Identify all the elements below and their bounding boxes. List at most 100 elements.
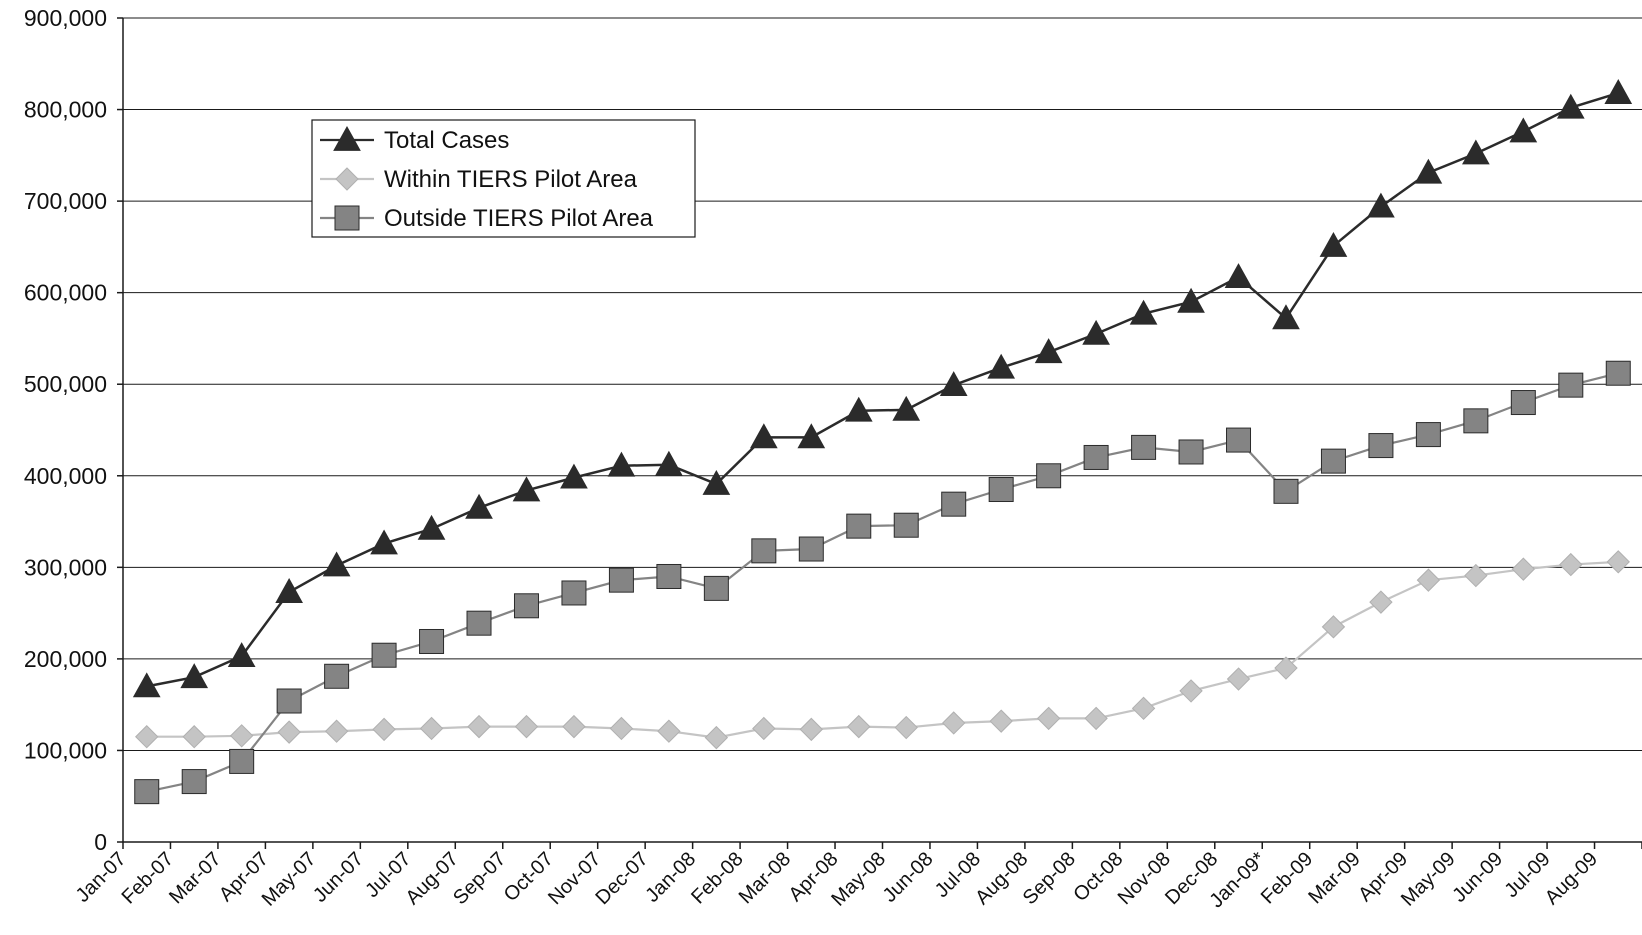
data-point [370, 529, 398, 555]
data-point [655, 450, 683, 476]
data-point [1274, 656, 1298, 680]
x-tick-label: Mar-08 [735, 848, 795, 908]
data-point [892, 395, 921, 421]
data-point [1083, 444, 1109, 470]
data-point [419, 628, 445, 654]
data-point [1605, 360, 1631, 386]
data-point [752, 716, 776, 741]
data-point [657, 719, 681, 743]
data-point [134, 779, 160, 805]
data-point [322, 551, 351, 577]
data-point [1558, 372, 1584, 398]
x-tick-label: Jun-08 [879, 848, 938, 907]
x-tick-label: Feb-07 [118, 848, 178, 908]
legend-swatch-marker [335, 167, 359, 191]
data-point [1084, 706, 1108, 731]
x-tick-label: Jun-09 [1448, 848, 1507, 907]
legend-label: Outside TIERS Pilot Area [384, 205, 654, 232]
x-tick-label: Jun-07 [309, 848, 368, 907]
legend-label: Total Cases [384, 127, 509, 154]
data-point [324, 663, 350, 689]
data-point [324, 719, 349, 743]
data-point [1272, 304, 1300, 330]
data-point [1320, 448, 1346, 474]
data-point [1367, 192, 1395, 218]
data-point [608, 567, 634, 593]
data-point [1556, 93, 1585, 119]
data-point [1178, 439, 1204, 465]
y-tick-label: 500,000 [24, 371, 107, 397]
y-tick-label: 100,000 [24, 737, 107, 763]
y-tick-label: 400,000 [24, 463, 107, 489]
data-point [132, 672, 161, 698]
data-point [847, 714, 871, 739]
data-point [1464, 563, 1488, 588]
data-point [417, 514, 446, 540]
data-point [1131, 696, 1156, 721]
data-point [1510, 390, 1536, 416]
data-point [229, 724, 254, 748]
x-tick-label: Aug-08 [971, 848, 1032, 909]
series-outside-tiers-pilot-area [134, 360, 1631, 805]
data-point [135, 725, 159, 749]
data-point [372, 717, 396, 742]
x-tick-label: Aug-09 [1541, 848, 1602, 909]
data-point [1226, 427, 1252, 453]
data-point [1177, 287, 1205, 313]
data-point [371, 642, 397, 668]
data-point [751, 538, 777, 564]
data-point [275, 578, 303, 603]
data-point [277, 720, 301, 744]
legend: Total Cases Within TIERS Pilot Area Outsid… [311, 119, 696, 238]
data-point [465, 493, 493, 519]
data-point [560, 463, 588, 489]
data-point [846, 513, 872, 539]
data-point [1131, 434, 1157, 460]
x-tick-label: Sep-08 [1019, 848, 1080, 909]
data-point [607, 451, 636, 477]
data-point [1414, 158, 1443, 184]
data-point [749, 423, 778, 449]
data-point [1179, 679, 1203, 703]
x-tick-label: Nov-08 [1114, 848, 1175, 909]
data-point [844, 396, 873, 422]
y-tick-label: 900,000 [24, 5, 107, 31]
data-point [1321, 615, 1346, 639]
x-tick-label: Feb-08 [687, 848, 747, 908]
data-point [989, 709, 1013, 733]
data-point [609, 716, 634, 741]
series-within-tiers-pilot-area [135, 550, 1630, 750]
data-point [1511, 557, 1536, 581]
data-point [1224, 263, 1253, 289]
data-point [1463, 408, 1489, 434]
data-point [941, 711, 966, 735]
legend-label: Within TIERS Pilot Area [384, 166, 638, 193]
data-point [1369, 590, 1393, 614]
x-tick-label: May-08 [827, 848, 890, 911]
series-line [146, 372, 1619, 793]
series-total-cases [132, 79, 1633, 698]
data-point [227, 642, 256, 668]
data-point [513, 593, 539, 619]
series-line [146, 560, 1619, 739]
data-point [276, 688, 302, 714]
data-point [182, 725, 206, 749]
data-point [988, 477, 1014, 503]
x-tick-label: Sep-07 [449, 848, 510, 909]
x-tick-label: Dec-07 [592, 848, 653, 909]
data-point [1416, 568, 1441, 592]
data-point [797, 423, 826, 449]
series-lines [132, 79, 1633, 805]
x-tick-label: Nov-07 [544, 848, 605, 909]
data-point [939, 371, 968, 397]
data-point [1606, 550, 1630, 574]
y-tick-label: 700,000 [24, 188, 107, 214]
x-tick-label: Feb-09 [1257, 848, 1317, 908]
data-point [893, 512, 919, 538]
data-point [656, 563, 682, 589]
x-tick-label: Aug-07 [402, 848, 463, 909]
data-point [1082, 319, 1110, 345]
data-point [704, 725, 729, 750]
data-point [181, 769, 207, 795]
